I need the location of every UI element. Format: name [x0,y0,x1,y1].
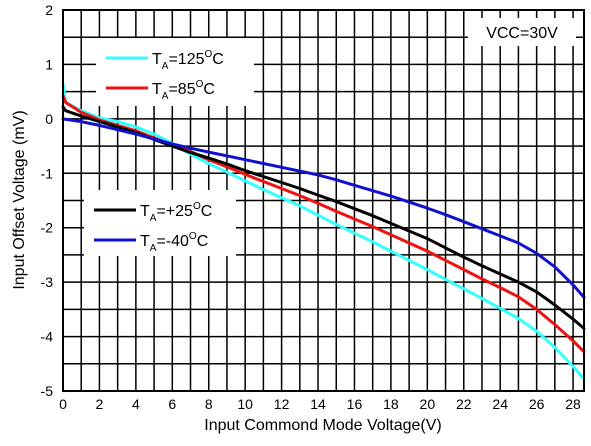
y-tick-label: -3 [41,274,54,290]
x-tick-label: 20 [420,396,436,412]
legend-box [96,38,254,106]
series-line-t85 [61,94,586,354]
x-tick-label: 28 [565,396,581,412]
y-tick-label: -5 [41,383,54,399]
series-line-tm40 [61,117,586,299]
legend: TA=125OC TA=85OC TA=+25OC TA=-40OC [84,38,254,256]
legend-label-tm40: TA=-40OC [140,231,208,254]
y-tick-label: -1 [41,165,54,181]
x-tick-label: 6 [168,396,176,412]
series-lines [61,82,586,381]
y-tick-label: 0 [45,111,53,127]
y-axis-label: Input Offset Voltage (mV) [11,110,28,289]
vcc-annotation: VCC=30V [486,25,558,42]
series-line-t25 [61,105,586,330]
annotation-box: VCC=30V [468,18,576,46]
x-tick-label: 26 [529,396,545,412]
x-axis-label: Input Commond Mode Voltage(V) [204,417,441,434]
x-tick-label: 4 [132,396,140,412]
legend-label-t125: TA=125OC [152,49,224,72]
legend-box [84,190,236,256]
x-tick-label: 22 [456,396,472,412]
x-tick-label: 10 [237,396,253,412]
x-tick-label: 18 [383,396,399,412]
plot-frame [62,9,585,392]
x-tick-label: 8 [205,396,213,412]
legend-label-t85: TA=85OC [152,79,215,102]
x-tick-label: 24 [492,396,508,412]
x-tick-label: 0 [59,396,67,412]
x-tick-label: 14 [310,396,326,412]
y-tick-label: -2 [41,220,54,236]
y-tick-label: 1 [45,56,53,72]
legend-label-t25: TA=+25OC [140,201,212,224]
series-line-t125 [61,82,586,381]
y-tick-label: -4 [41,329,54,345]
x-tick-label: 16 [347,396,363,412]
y-tick-label: 2 [45,2,53,18]
x-tick-label: 12 [274,396,290,412]
x-tick-label: 2 [96,396,104,412]
